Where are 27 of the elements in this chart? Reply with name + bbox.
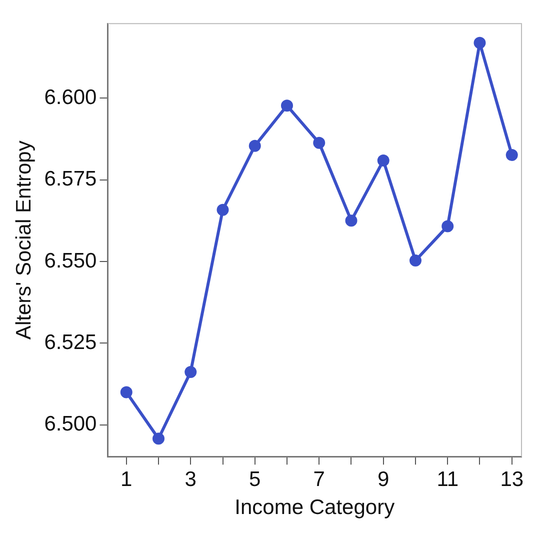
x-tick-label: 5: [249, 468, 261, 491]
y-tick-label: 6.575: [44, 168, 97, 191]
point: [313, 136, 326, 149]
point: [281, 100, 293, 112]
y-tick-label: 6.550: [44, 249, 97, 272]
point: [506, 148, 518, 161]
x-tick-label: 9: [378, 468, 390, 491]
point: [345, 214, 358, 227]
x-tick-label: 7: [313, 468, 325, 491]
y-tick-label: 6.600: [44, 86, 97, 109]
y-tick-label: 6.500: [44, 412, 97, 436]
point: [474, 36, 486, 49]
point: [377, 154, 390, 167]
point: [216, 204, 229, 216]
point: [152, 432, 165, 445]
x-tick-label: 1: [120, 468, 132, 491]
point: [120, 386, 132, 398]
x-tick-label: 11: [436, 468, 459, 491]
point: [409, 254, 422, 267]
y-axis-title: Alters' Social Entropy: [12, 140, 36, 340]
x-tick-label: 3: [184, 468, 196, 491]
point: [184, 366, 197, 378]
x-tick-label: 13: [500, 468, 524, 491]
y-tick-label: 6.525: [44, 331, 97, 354]
point: [442, 220, 454, 232]
x-axis-title: Income Category: [234, 496, 396, 520]
point: [248, 140, 261, 152]
